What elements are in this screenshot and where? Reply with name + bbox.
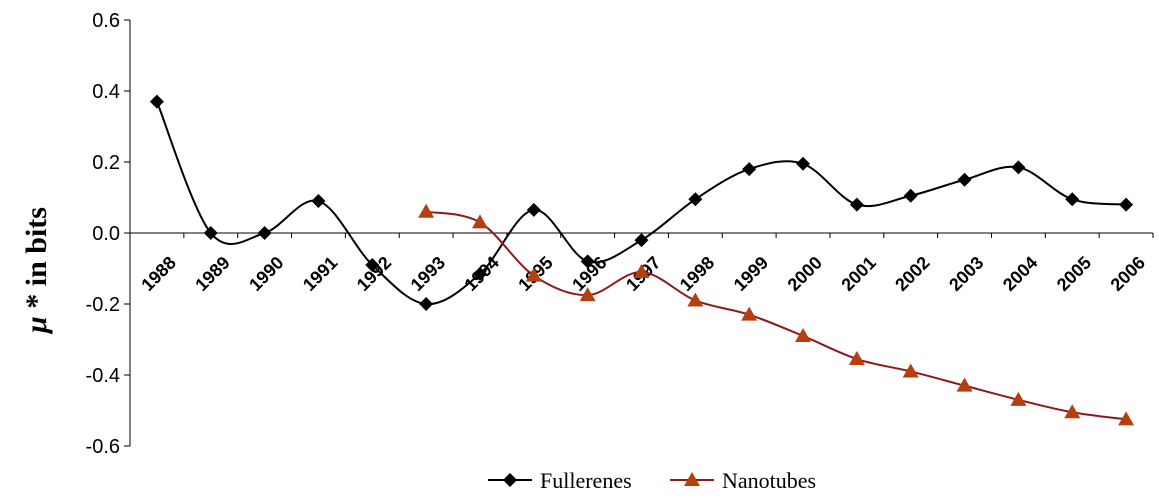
y-tick-label: 0.6 bbox=[92, 10, 120, 32]
nanotubes-point bbox=[418, 203, 435, 218]
fullerenes-point bbox=[311, 194, 326, 209]
y-tick-label: 0.0 bbox=[92, 223, 120, 245]
legend: Fullerenes Nanotubes bbox=[488, 468, 816, 493]
x-tick-label: 1990 bbox=[245, 253, 287, 295]
nanotubes-line bbox=[425, 210, 1127, 421]
y-axis: 0.6 0.4 0.2 0.0 -0.2 -0.4 -0.6 bbox=[86, 10, 131, 458]
x-tick-label: 2005 bbox=[1053, 253, 1095, 295]
series-nanotubes bbox=[418, 203, 1135, 426]
fullerenes-point bbox=[957, 172, 972, 187]
nanotubes-point bbox=[633, 264, 650, 279]
x-tick-label: 1989 bbox=[191, 253, 233, 295]
legend-label-nanotubes: Nanotubes bbox=[722, 468, 816, 493]
x-tick-label: 2004 bbox=[999, 253, 1041, 295]
y-tick-label: -0.6 bbox=[86, 436, 120, 458]
nanotubes-point bbox=[902, 363, 919, 378]
fullerenes-point bbox=[203, 226, 218, 240]
legend-marker-nanotubes bbox=[684, 472, 700, 486]
nanotubes-point bbox=[956, 377, 973, 392]
fullerenes-point bbox=[796, 156, 811, 171]
x-tick-label: 1988 bbox=[137, 253, 179, 295]
fullerenes-point bbox=[688, 192, 703, 207]
fullerenes-point bbox=[1119, 197, 1134, 212]
nanotubes-point bbox=[795, 327, 812, 342]
x-tick-label: 1993 bbox=[407, 253, 449, 295]
fullerenes-point bbox=[149, 94, 164, 109]
x-tick-label: 2002 bbox=[891, 253, 933, 295]
fullerenes-line bbox=[155, 101, 1127, 306]
nanotubes-point bbox=[579, 287, 596, 302]
x-tick-label: 2003 bbox=[945, 253, 987, 295]
fullerenes-point bbox=[903, 188, 918, 203]
y-axis-label: μ * in bits bbox=[20, 207, 53, 335]
x-tick-label: 2006 bbox=[1107, 253, 1149, 295]
nanotubes-point bbox=[1064, 404, 1081, 419]
fullerenes-point bbox=[419, 297, 434, 311]
fullerenes-point bbox=[526, 202, 541, 217]
y-tick-label: -0.2 bbox=[86, 294, 120, 316]
series-layer bbox=[149, 94, 1135, 426]
fullerenes-point bbox=[365, 257, 380, 272]
nanotubes-point bbox=[687, 292, 704, 307]
nanotubes-point bbox=[471, 214, 488, 229]
fullerenes-point bbox=[849, 197, 864, 212]
x-tick-label: 1998 bbox=[676, 253, 718, 295]
x-tick-label: 1992 bbox=[353, 253, 395, 295]
fullerenes-point bbox=[257, 226, 272, 240]
y-tick-label: 0.2 bbox=[92, 152, 120, 174]
x-tick-label: 2001 bbox=[837, 253, 879, 295]
fullerenes-point bbox=[1011, 160, 1026, 175]
legend-item-fullerenes: Fullerenes bbox=[488, 468, 632, 493]
fullerenes-point bbox=[472, 266, 487, 281]
fullerenes-point bbox=[634, 233, 649, 248]
series-fullerenes bbox=[149, 94, 1134, 311]
legend-item-nanotubes: Nanotubes bbox=[670, 468, 816, 493]
legend-label-fullerenes: Fullerenes bbox=[540, 468, 632, 493]
fullerenes-point bbox=[1065, 192, 1080, 207]
nanotubes-point bbox=[1010, 391, 1027, 406]
fullerenes-point bbox=[580, 254, 595, 269]
nanotubes-point bbox=[741, 306, 758, 321]
nanotubes-point bbox=[848, 351, 865, 366]
nanotubes-point bbox=[525, 267, 542, 282]
y-tick-label: -0.4 bbox=[86, 365, 120, 387]
fullerenes-point bbox=[742, 162, 757, 177]
x-tick-label: 1991 bbox=[299, 253, 341, 295]
x-tick-label: 1999 bbox=[730, 253, 772, 295]
nanotubes-point bbox=[1118, 411, 1135, 426]
legend-marker-fullerenes bbox=[503, 473, 517, 487]
x-tick-label: 2000 bbox=[784, 253, 826, 295]
y-tick-label: 0.4 bbox=[92, 81, 120, 103]
